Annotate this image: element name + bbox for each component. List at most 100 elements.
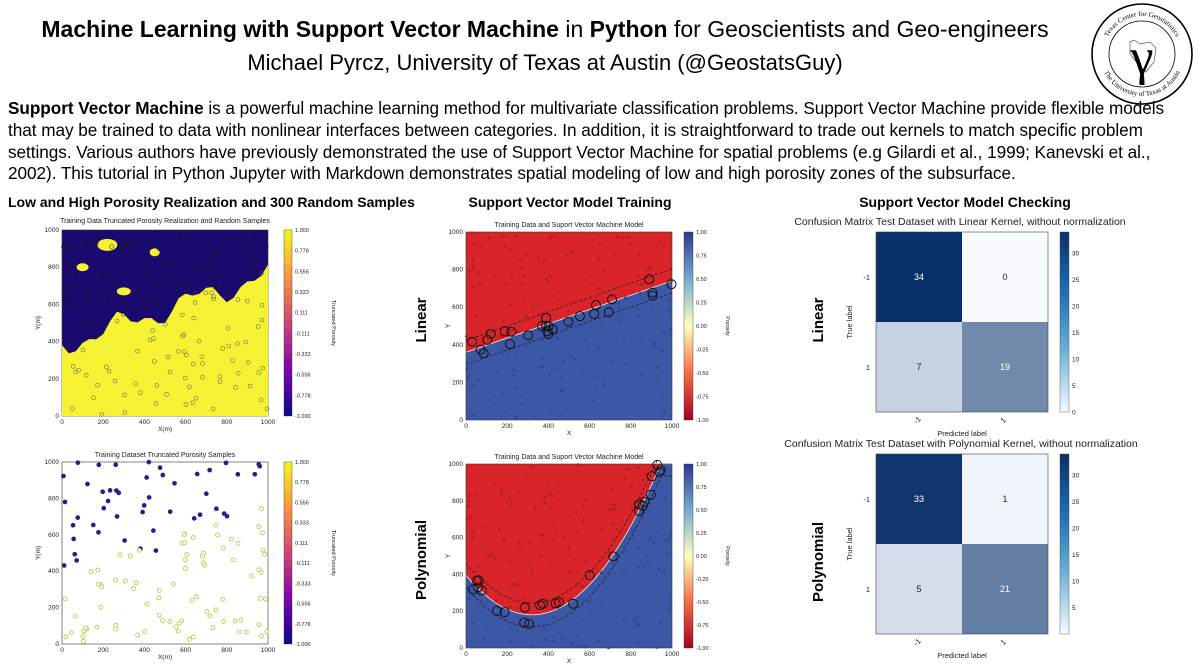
- colorbar: [683, 231, 694, 421]
- support-vector: [505, 339, 516, 350]
- training-point: [653, 345, 657, 349]
- sample-point: [157, 465, 163, 471]
- training-point: [465, 334, 469, 339]
- training-point: [562, 536, 566, 540]
- sample-point: [207, 467, 213, 473]
- colorbar-tick: 0.00: [696, 554, 707, 560]
- sample-point: [95, 581, 101, 587]
- sample-point: [187, 384, 192, 390]
- sample-point: [189, 598, 195, 603]
- sample-point: [146, 294, 151, 299]
- colorbar-tick: -0.50: [696, 371, 709, 377]
- training-point: [557, 630, 561, 635]
- support-vector: [644, 274, 655, 285]
- sample-point: [257, 596, 263, 601]
- training-point: [595, 375, 599, 379]
- training-point: [669, 328, 673, 332]
- decision-margin-line: [465, 292, 673, 365]
- sample-point: [228, 536, 234, 542]
- sample-point: [210, 625, 216, 631]
- support-vector: [607, 294, 618, 305]
- sample-point: [100, 489, 106, 495]
- training-point: [581, 519, 585, 523]
- support-vector: [476, 585, 487, 596]
- colorbar: [1059, 453, 1070, 635]
- training-point: [574, 324, 579, 328]
- y-axis-label: Y(m): [35, 546, 42, 560]
- sample-point: [61, 563, 67, 568]
- sample-point: [243, 339, 248, 345]
- sample-point: [176, 620, 182, 626]
- training-point: [508, 605, 512, 609]
- colorbar-tick: 1.00: [696, 230, 707, 236]
- colorbar-tick: -1.000: [295, 642, 311, 648]
- decision-margin-line: [465, 460, 658, 604]
- sample-point: [183, 402, 189, 407]
- x-tick-label: 200: [98, 647, 109, 654]
- training-point: [496, 371, 500, 375]
- colorbar-tick: 0.333: [295, 521, 309, 527]
- support-vector: [471, 575, 482, 586]
- training-point: [515, 329, 520, 333]
- sample-point: [96, 529, 101, 535]
- training-point: [542, 627, 546, 631]
- training-point: [539, 553, 543, 557]
- sample-point: [221, 619, 226, 624]
- sample-point: [122, 392, 127, 398]
- training-point: [549, 234, 554, 238]
- decision-margin-line: [465, 280, 673, 353]
- y-tick-label: 800: [452, 498, 463, 505]
- sample-point: [104, 364, 109, 370]
- training-point: [487, 398, 491, 402]
- training-point: [583, 644, 587, 648]
- sample-point: [263, 596, 268, 602]
- support-vector: [647, 290, 658, 301]
- training-point: [559, 376, 563, 380]
- sample-point: [135, 632, 141, 638]
- training-point: [665, 552, 669, 556]
- training-point: [499, 492, 503, 496]
- colorbar-tick: 5: [1072, 383, 1076, 390]
- sample-point: [72, 303, 78, 309]
- row-label-linear-right: Linear: [810, 297, 827, 343]
- training-point: [637, 641, 641, 645]
- training-point: [539, 303, 543, 307]
- training-point: [616, 234, 620, 239]
- support-vector: [646, 471, 657, 482]
- training-point: [513, 369, 517, 373]
- sample-point: [259, 506, 264, 511]
- sample-point: [230, 358, 235, 363]
- training-point: [478, 600, 482, 604]
- sample-point: [213, 249, 219, 255]
- sample-point: [144, 475, 149, 480]
- training-point: [476, 564, 480, 568]
- sample-point: [230, 557, 236, 563]
- training-point: [552, 616, 556, 620]
- training-point: [613, 252, 617, 256]
- y-tick-label: 0: [55, 413, 59, 420]
- colorbar-tick: 0.111: [295, 311, 308, 317]
- support-vector: [535, 600, 546, 611]
- sample-point: [68, 630, 74, 636]
- sample-point: [176, 233, 181, 239]
- support-vector: [467, 336, 478, 347]
- geostatistics-logo: Texas Center for Geostatistics The Unive…: [1090, 2, 1194, 106]
- sample-point: [256, 461, 262, 467]
- training-point: [590, 399, 594, 404]
- colorbar-tick: -0.50: [696, 600, 709, 606]
- sample-point: [171, 280, 177, 285]
- training-point: [575, 531, 580, 535]
- training-point: [597, 286, 601, 290]
- sample-point: [207, 613, 213, 619]
- training-point: [511, 373, 516, 377]
- training-point: [548, 409, 552, 413]
- sample-point: [256, 622, 262, 628]
- training-point: [558, 483, 562, 487]
- training-point: [583, 338, 587, 342]
- training-point: [566, 309, 571, 313]
- colorbar-tick: 0: [1072, 410, 1076, 417]
- training-point: [502, 539, 506, 543]
- x-axis-label: X(m): [158, 654, 172, 661]
- colorbar-tick: -0.333: [295, 352, 311, 358]
